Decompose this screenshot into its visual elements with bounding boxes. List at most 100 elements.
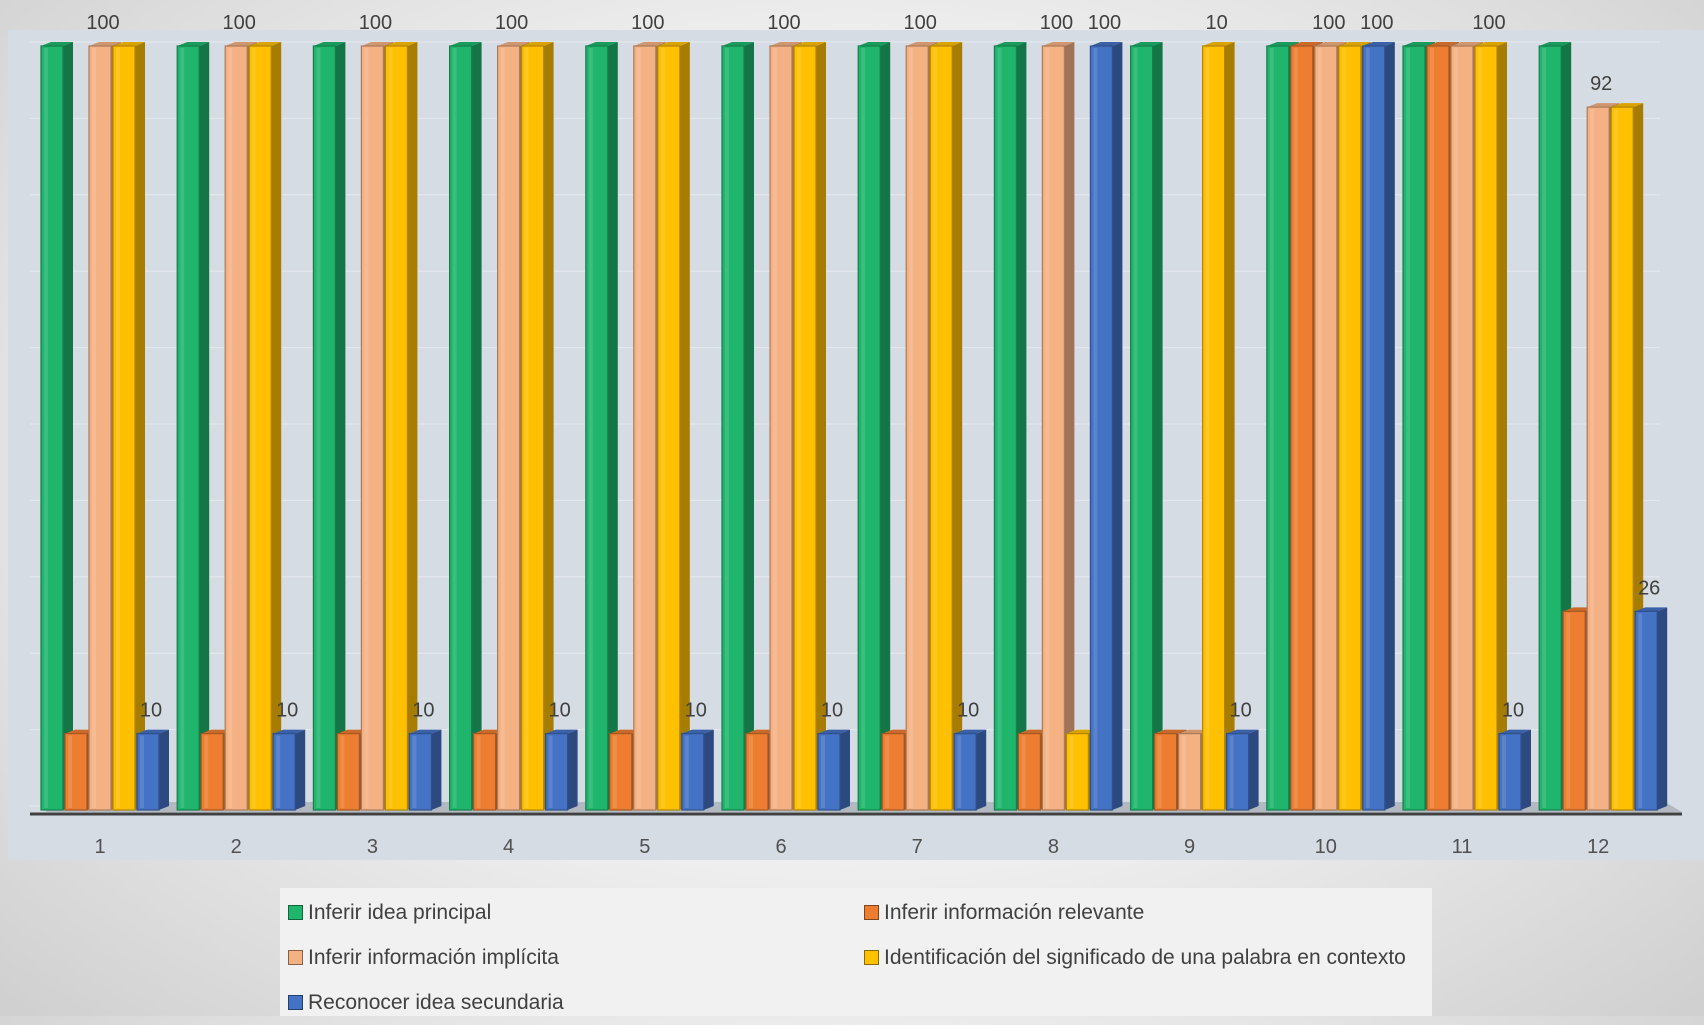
bar-highlight xyxy=(1638,613,1643,808)
bar xyxy=(1362,42,1395,811)
bar-highlight xyxy=(1229,735,1234,808)
bar xyxy=(681,729,714,811)
bar xyxy=(384,42,418,811)
bar-highlight xyxy=(452,48,457,808)
bar-top xyxy=(361,42,394,46)
bar-highlight xyxy=(588,48,593,808)
bar-highlight xyxy=(388,48,393,808)
bar-top xyxy=(1202,42,1235,46)
bar-highlight xyxy=(412,735,417,808)
bar-highlight xyxy=(612,735,617,808)
bar-highlight xyxy=(725,48,729,808)
bar-side xyxy=(1224,42,1235,810)
bar-highlight xyxy=(821,735,825,808)
x-tick-label: 11 xyxy=(1452,836,1473,858)
bar xyxy=(176,42,210,811)
data-label: 100 xyxy=(223,12,256,34)
bar-highlight xyxy=(773,48,777,808)
data-label: 100 xyxy=(1472,12,1505,34)
legend-label: Inferir información relevante xyxy=(884,900,1145,924)
bar-side xyxy=(135,42,145,810)
bar-highlight xyxy=(636,48,641,808)
bar-top xyxy=(521,42,554,46)
bar xyxy=(1474,42,1507,811)
bar-highlight xyxy=(1205,48,1210,808)
bar-top xyxy=(722,42,754,46)
bar-highlight xyxy=(1406,48,1410,808)
data-label: 100 xyxy=(359,12,392,34)
bar xyxy=(1634,607,1668,811)
legend-swatch xyxy=(864,905,879,920)
bar xyxy=(1225,729,1259,811)
legend-item: Inferir información relevante xyxy=(856,890,1432,935)
bar-top xyxy=(225,42,258,46)
bar xyxy=(929,42,963,811)
bars xyxy=(40,42,1668,811)
bar-highlight xyxy=(204,735,209,808)
x-tick-label: 10 xyxy=(1315,836,1337,858)
bar xyxy=(449,42,482,811)
bar-side xyxy=(407,42,418,810)
data-label: 100 xyxy=(1360,12,1393,34)
bar xyxy=(1041,42,1075,811)
bar-top xyxy=(1403,42,1435,46)
bar-side xyxy=(840,729,850,810)
bar-highlight xyxy=(68,735,72,808)
bar-highlight xyxy=(1566,613,1571,808)
bar-top xyxy=(1451,42,1483,46)
data-label: 10 xyxy=(548,700,570,722)
bar xyxy=(520,42,554,811)
legend-label: Reconocer idea secundaria xyxy=(308,990,564,1014)
bar xyxy=(312,42,346,811)
bar xyxy=(136,729,169,811)
bar xyxy=(40,42,73,811)
legend-label: Identificación del significado de una pa… xyxy=(884,945,1406,969)
x-tick-label: 7 xyxy=(912,836,923,858)
bar-top xyxy=(497,42,530,46)
bar-side xyxy=(1016,42,1027,810)
bar-highlight xyxy=(1045,48,1050,808)
bar-side xyxy=(1064,42,1075,810)
bar-side xyxy=(1497,42,1507,810)
x-tick-label: 2 xyxy=(231,836,242,858)
legend-item: Inferir idea principal xyxy=(280,890,856,935)
bar-top xyxy=(633,42,666,46)
bar-highlight xyxy=(1317,48,1322,808)
bar-top xyxy=(1130,42,1163,46)
data-labels: 100 10 100 10 100 10 100 10 100 10 100 10 100 10 100 10… xyxy=(86,12,1660,722)
legend-swatch xyxy=(288,950,303,965)
bar xyxy=(544,729,578,811)
data-label: 100 xyxy=(767,12,800,34)
bar-top xyxy=(1042,42,1075,46)
bar-highlight xyxy=(316,48,321,808)
bar-highlight xyxy=(957,735,962,808)
bar-highlight xyxy=(909,48,914,808)
x-tick-label: 9 xyxy=(1184,836,1195,858)
bar-side xyxy=(543,42,554,810)
bar-top xyxy=(89,42,121,46)
bar-side xyxy=(1112,42,1123,810)
bar-highlight xyxy=(885,735,890,808)
bar xyxy=(112,42,145,811)
bar-side xyxy=(1384,42,1395,810)
bar-side xyxy=(471,42,482,810)
bar-top xyxy=(137,729,169,734)
bar-side xyxy=(744,42,754,810)
bar-top xyxy=(1635,607,1668,612)
data-label: 100 xyxy=(1088,12,1121,34)
bar-top xyxy=(1314,42,1347,46)
bar xyxy=(1129,42,1163,811)
data-label: 10 xyxy=(412,700,434,722)
bar-top xyxy=(585,42,618,46)
bar-top xyxy=(385,42,418,46)
data-label: 26 xyxy=(1638,577,1660,599)
bar-highlight xyxy=(1157,735,1162,808)
bar-top xyxy=(41,42,73,46)
legend-swatch xyxy=(288,995,303,1010)
bar-top xyxy=(930,42,963,46)
bar-top xyxy=(1226,729,1259,734)
bar-highlight xyxy=(1069,735,1074,808)
bar-highlight xyxy=(1454,48,1458,808)
legend-label: Inferir idea principal xyxy=(308,900,492,924)
legend-item: Reconocer idea secundaria xyxy=(280,980,856,1025)
